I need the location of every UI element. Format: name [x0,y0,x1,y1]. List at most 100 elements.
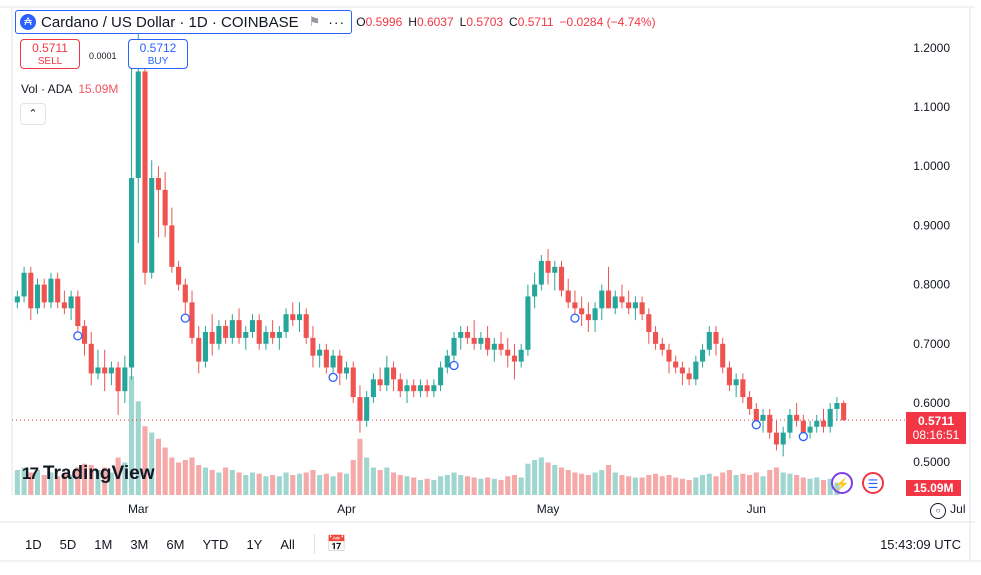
candle-body [605,290,612,309]
x-tick-label: Jun [747,502,766,516]
volume-bar [216,472,222,495]
volume-bar [34,470,41,495]
brand-name: TradingView [42,463,155,484]
volume-bar [189,457,195,495]
candle-body [800,420,806,433]
candle-body [202,331,209,362]
range-1d[interactable]: 1D [25,536,42,552]
volume-bar [270,475,276,495]
collapse-legend-button[interactable]: ⌃ [20,103,46,125]
range-1m[interactable]: 1M [94,536,113,552]
volume-bar [431,480,437,495]
buy-button[interactable]: 0.5712 BUY [128,39,188,69]
candle-body [619,296,625,303]
candle-body [659,343,665,350]
volume-bar [438,476,444,495]
range-all[interactable]: All [280,536,295,552]
volume-bar [290,475,296,495]
volume-bar [612,472,618,495]
candle-body [626,302,632,309]
range-5d[interactable]: 5D [59,536,77,552]
range-3m[interactable]: 3M [130,536,149,552]
candle-body [538,260,544,285]
symbol-label: Cardano / US Dollar · 1D · COINBASE [41,13,299,31]
candle-body [773,432,780,445]
utc-clock[interactable]: 15:43:09 UTC [880,536,961,552]
candle-body [760,414,766,421]
volume-bar [81,463,88,495]
candle-body [612,296,618,309]
candle-body [525,296,531,350]
sell-button[interactable]: 0.5711 SELL [20,39,80,69]
candle-body [565,290,571,303]
volume-bar [532,460,538,495]
candle-body [532,284,538,297]
candle-body [68,296,74,309]
candle-body [679,367,685,374]
volume-bar [659,476,665,495]
candle-body [28,272,34,309]
open-value: 0.5996 [365,15,403,29]
volume-bar [639,477,645,495]
candle-body [397,379,403,392]
candle-body [357,397,363,421]
volume-bar [14,470,20,495]
candle-body [236,320,242,338]
y-tick-label: 0.7000 [913,337,950,351]
more-options-icon[interactable]: ··· [328,14,346,30]
candle-body [599,290,605,309]
volume-bar [458,475,464,495]
candle-body [438,367,444,386]
candle-body [350,367,356,398]
volume-bar [485,477,491,495]
candle-body [48,278,54,303]
volume-bar [700,475,706,495]
x-tick-label: Mar [128,502,149,516]
volume-bar [55,476,61,495]
volume-bar [283,472,289,495]
candle-body [223,326,229,338]
volume-bar [337,472,343,495]
volume-bar [202,467,209,495]
candle-body [646,314,652,332]
volume-bar [384,467,390,495]
candle-body [303,314,309,338]
volume-bar [558,467,565,495]
volume-axis-tag: 15.09M [906,480,961,496]
us-flag-icon[interactable]: ☰ [862,472,884,494]
event-marker [328,372,338,382]
candle-body [666,349,672,362]
calendar-icon[interactable]: 📅 [313,534,347,554]
range-ytd[interactable]: YTD [202,536,229,552]
candle-body [592,308,598,321]
volume-bar [565,470,571,495]
range-1y[interactable]: 1Y [246,536,263,552]
y-tick-label: 1.0000 [913,159,950,173]
volume-bar [243,475,249,495]
candle-body [431,385,437,392]
buy-label: BUY [147,56,169,67]
candle-body [733,379,739,386]
volume-bar [760,476,766,495]
axis-settings-icon[interactable]: ○ [930,503,946,519]
candle-body [558,266,565,291]
flag-icon[interactable]: ⚑ [308,14,321,29]
lightning-icon[interactable]: ⚡ [831,472,853,494]
candle-body [585,314,591,321]
candle-body [652,331,659,344]
volume-bar [249,472,256,495]
volume-bar [666,475,672,495]
candle-body [115,367,121,392]
volume-bar [330,476,336,495]
candle-body [88,343,94,374]
volume-bar [753,472,759,495]
range-6m[interactable]: 6M [166,536,185,552]
volume-bar [229,470,235,495]
volume-bar [135,401,141,495]
volume-bar [350,460,356,495]
symbol-selector[interactable]: ₳ Cardano / US Dollar · 1D · COINBASE ⚑ … [15,10,353,34]
candle-body [579,308,585,315]
volume-bar [162,447,168,495]
event-marker [73,331,83,341]
